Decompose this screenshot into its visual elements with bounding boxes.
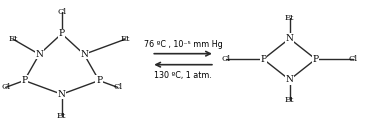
Text: 76 ºC , 10⁻⁵ mm Hg: 76 ºC , 10⁻⁵ mm Hg [144, 39, 223, 49]
Text: N: N [286, 34, 293, 43]
Text: Cl: Cl [113, 83, 122, 91]
Text: Et: Et [285, 14, 294, 22]
Text: N: N [80, 50, 88, 59]
Text: 130 ºC, 1 atm.: 130 ºC, 1 atm. [154, 71, 212, 80]
Text: P: P [260, 55, 266, 64]
Text: P: P [59, 29, 65, 38]
Text: Cl: Cl [349, 55, 358, 63]
Text: Et: Et [57, 112, 67, 120]
Text: N: N [286, 75, 293, 84]
Text: N: N [58, 90, 66, 99]
Text: Et: Et [121, 35, 130, 43]
Text: N: N [35, 50, 43, 59]
Text: P: P [21, 76, 27, 85]
Text: Cl: Cl [222, 55, 231, 63]
Text: P: P [313, 55, 319, 64]
Text: P: P [96, 76, 102, 85]
Text: Cl: Cl [57, 8, 66, 16]
Text: Et: Et [285, 96, 294, 105]
Text: Cl: Cl [1, 83, 10, 91]
Text: Et: Et [8, 35, 18, 43]
